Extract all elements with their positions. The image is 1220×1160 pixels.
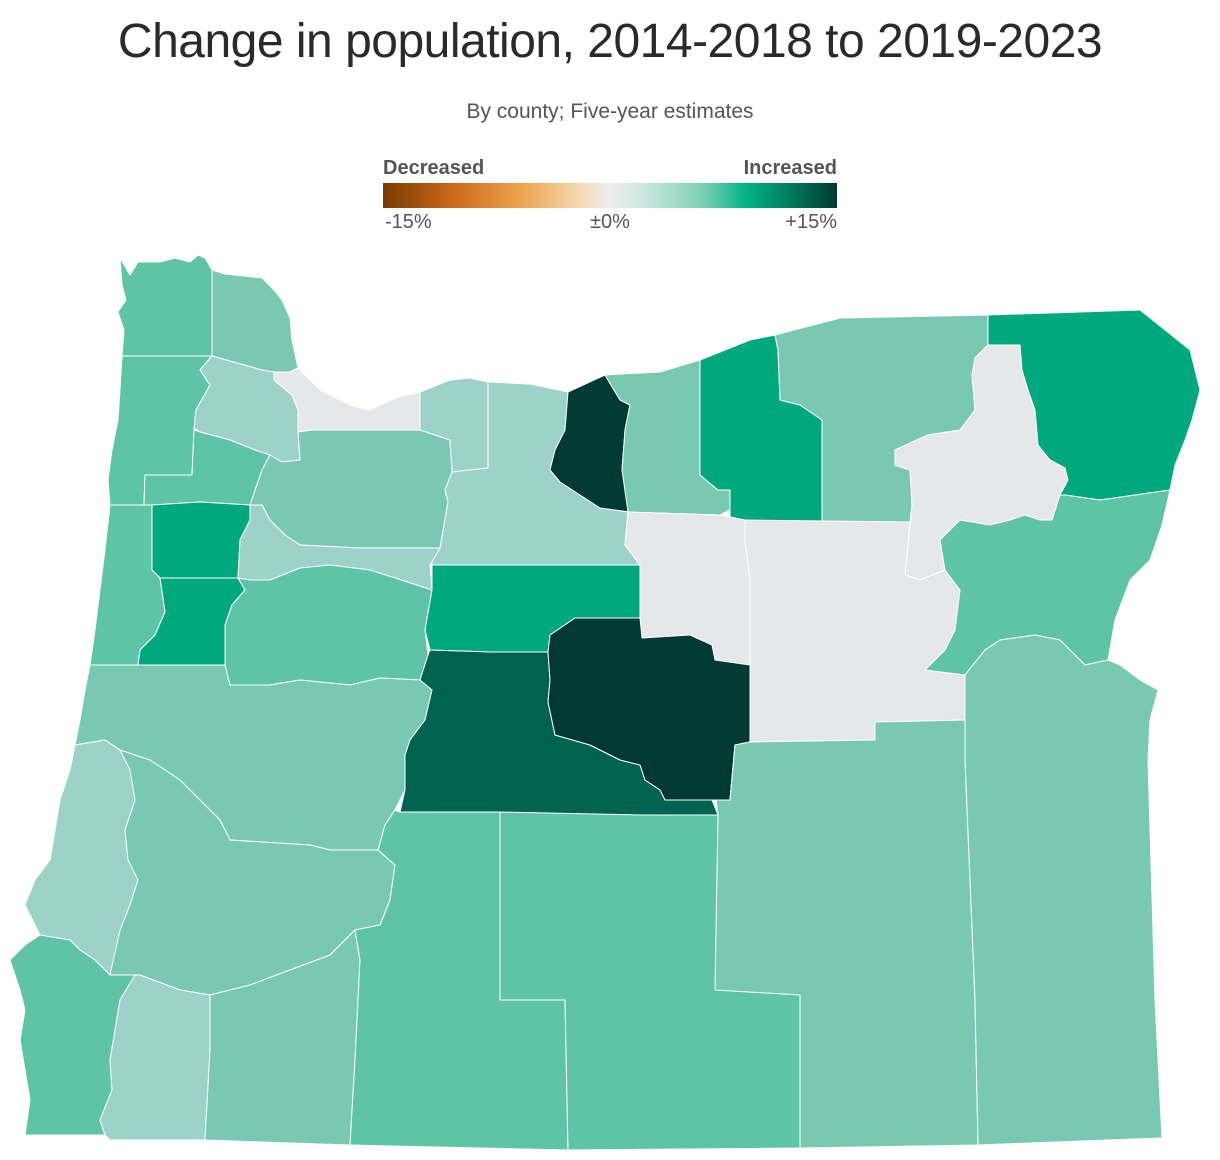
chart-title: Change in population, 2014-2018 to 2019-… [117,15,1103,68]
county-malheur [964,634,1163,1146]
legend-tick-min: -15% [385,211,432,233]
county-klamath [349,809,569,1150]
legend-decreased-label: Decreased [383,157,485,179]
legend-tick-max: +15% [785,211,837,233]
legend-increased-label: Increased [743,157,837,179]
county-polk [151,501,251,579]
county-baker [924,489,1171,676]
legend-tick-zero: ±0% [590,211,630,233]
legend-gradient-bar [383,183,837,208]
county-josephine [99,974,211,1141]
county-linn [224,564,433,686]
color-legend: Decreased Increased -15% ±0% +15% [383,157,837,237]
chart-subtitle: By county; Five-year estimates [466,100,754,123]
county-coos [24,739,139,976]
county-columbia [211,269,299,373]
oregon-county-map [9,254,1201,1150]
county-clatsop [117,254,213,357]
